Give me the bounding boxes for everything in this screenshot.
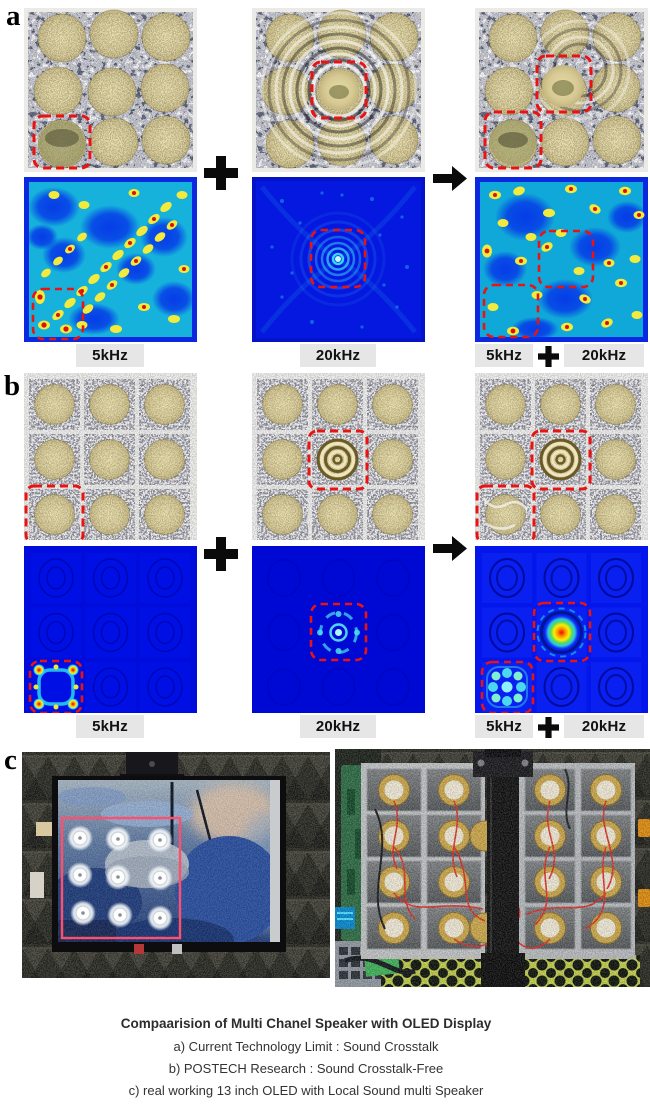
- arrow-right-icon: [433, 536, 467, 561]
- panel-a-heatmap-combined: [475, 177, 648, 342]
- panel-b-photo-20khz: [252, 373, 425, 540]
- speaker-dot-grid: [67, 825, 173, 931]
- caption-line-b: b) POSTECH Research : Sound Crosstalk-Fr…: [168, 1061, 444, 1076]
- freq-label: 5kHz: [76, 715, 144, 738]
- caption-title: Compaarision of Multi Chanel Speaker wit…: [120, 1016, 492, 1031]
- freq-label: 20kHz: [564, 715, 644, 738]
- freq-label: 20kHz: [300, 344, 376, 367]
- panel-b-heatmap-20khz: [252, 546, 425, 713]
- panel-a-letter: a: [6, 0, 21, 32]
- panel-b-photo-5khz: [24, 373, 197, 540]
- caption-line-a: a) Current Technology Limit : Sound Cros…: [173, 1039, 439, 1054]
- freq-label: 5kHz: [76, 344, 144, 367]
- panel-c: c: [0, 744, 650, 994]
- arrow-right-icon: [433, 166, 467, 191]
- panel-a-heatmap-20khz: [252, 177, 425, 342]
- plus-icon: [538, 717, 559, 738]
- panel-b-photo-combined: [475, 373, 648, 540]
- plus-icon: [538, 346, 559, 367]
- freq-label: 5kHz: [475, 715, 533, 738]
- caption-line-c: c) real working 13 inch OLED with Local …: [128, 1083, 484, 1098]
- panel-c-letter: c: [4, 744, 17, 776]
- panel-a-photo-combined: [475, 8, 648, 172]
- freq-label: 5kHz: [475, 344, 533, 367]
- panel-a-photo-20khz: [252, 8, 425, 172]
- panel-c-photo-oled-front: [22, 752, 330, 978]
- panel-a: a: [0, 0, 650, 372]
- freq-label: 20kHz: [300, 715, 376, 738]
- plus-icon: [204, 156, 238, 190]
- panel-b-letter: b: [4, 370, 21, 402]
- panel-a-photo-5khz: [24, 8, 197, 172]
- freq-label: 20kHz: [564, 344, 644, 367]
- plus-icon: [204, 537, 238, 571]
- panel-b: b: [0, 370, 650, 744]
- panel-b-heatmap-5khz: [24, 546, 197, 713]
- panel-b-heatmap-combined: [475, 546, 648, 713]
- panel-a-heatmap-5khz: [24, 177, 197, 342]
- panel-c-photo-speaker-array-back: [335, 749, 650, 987]
